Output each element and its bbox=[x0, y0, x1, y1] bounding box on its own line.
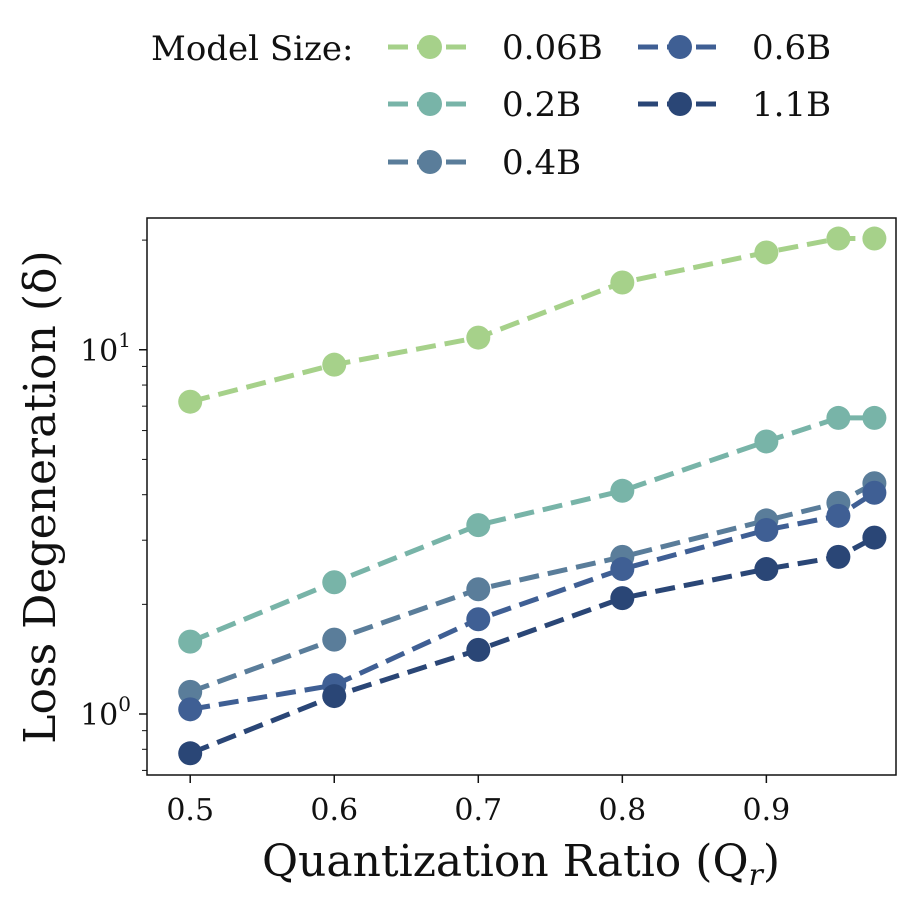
series-layer bbox=[178, 226, 887, 766]
legend-marker bbox=[418, 92, 442, 116]
data-point bbox=[610, 478, 635, 503]
data-point bbox=[826, 226, 851, 251]
data-point bbox=[466, 325, 491, 350]
data-point bbox=[862, 480, 887, 505]
x-tick-label: 0.6 bbox=[310, 793, 358, 828]
data-point bbox=[754, 240, 779, 265]
legend-label: 0.06B bbox=[502, 28, 603, 68]
legend-item: 0.4B bbox=[388, 143, 581, 183]
data-point bbox=[610, 270, 635, 295]
data-point bbox=[754, 557, 779, 582]
legend-marker bbox=[668, 35, 692, 59]
y-tick-label: 100 bbox=[80, 692, 131, 733]
data-point bbox=[466, 577, 491, 602]
x-tick-label: 0.8 bbox=[598, 793, 646, 828]
data-point bbox=[466, 513, 491, 538]
data-point bbox=[322, 352, 347, 377]
data-point bbox=[322, 684, 347, 709]
data-point bbox=[610, 557, 635, 582]
legend-item: 0.6B bbox=[638, 28, 831, 68]
plot-area bbox=[146, 217, 897, 776]
series-1.1B bbox=[178, 525, 887, 766]
series-0.06B bbox=[178, 226, 887, 414]
series-0.2B bbox=[178, 405, 887, 654]
y-axis-label: Loss Degeneration (δ) bbox=[15, 250, 66, 743]
x-tick-label: 0.5 bbox=[166, 793, 214, 828]
data-point bbox=[322, 570, 347, 595]
legend-item: 0.06B bbox=[388, 28, 603, 68]
data-point bbox=[178, 629, 203, 654]
x-tick-label: 0.9 bbox=[743, 793, 791, 828]
legend-marker bbox=[418, 35, 442, 59]
data-point bbox=[862, 226, 887, 251]
data-point bbox=[610, 586, 635, 611]
data-point bbox=[178, 679, 203, 704]
data-point bbox=[754, 517, 779, 542]
x-axis: 0.5 0.6 0.7 0.8 0.9 bbox=[166, 775, 790, 828]
data-point bbox=[178, 741, 203, 766]
data-point bbox=[862, 525, 887, 550]
data-point bbox=[322, 627, 347, 652]
data-point bbox=[754, 429, 779, 454]
y-tick-label: 101 bbox=[80, 328, 131, 369]
legend-label: 1.1B bbox=[752, 85, 831, 125]
legend-label: 0.2B bbox=[502, 85, 581, 125]
y-axis: 100 101 bbox=[80, 239, 147, 771]
x-tick-label: 0.7 bbox=[454, 793, 502, 828]
data-point bbox=[862, 405, 887, 430]
legend-marker bbox=[668, 92, 692, 116]
data-point bbox=[826, 544, 851, 569]
legend-title: Model Size: bbox=[151, 29, 354, 69]
legend-label: 0.6B bbox=[752, 28, 831, 68]
data-point bbox=[826, 503, 851, 528]
data-point bbox=[466, 607, 491, 632]
legend-marker bbox=[418, 150, 442, 174]
legend-label: 0.4B bbox=[502, 143, 581, 183]
data-point bbox=[178, 389, 203, 414]
data-point bbox=[466, 637, 491, 662]
data-point bbox=[826, 405, 851, 430]
x-axis-label: Quantization Ratio (Qr) bbox=[262, 836, 780, 893]
legend-item: 0.2B bbox=[388, 85, 581, 125]
legend: Model Size: 0.06B 0.2B 0.4B 0.6B 1.1B bbox=[151, 28, 831, 183]
legend-item: 1.1B bbox=[638, 85, 831, 125]
data-point bbox=[178, 697, 203, 722]
